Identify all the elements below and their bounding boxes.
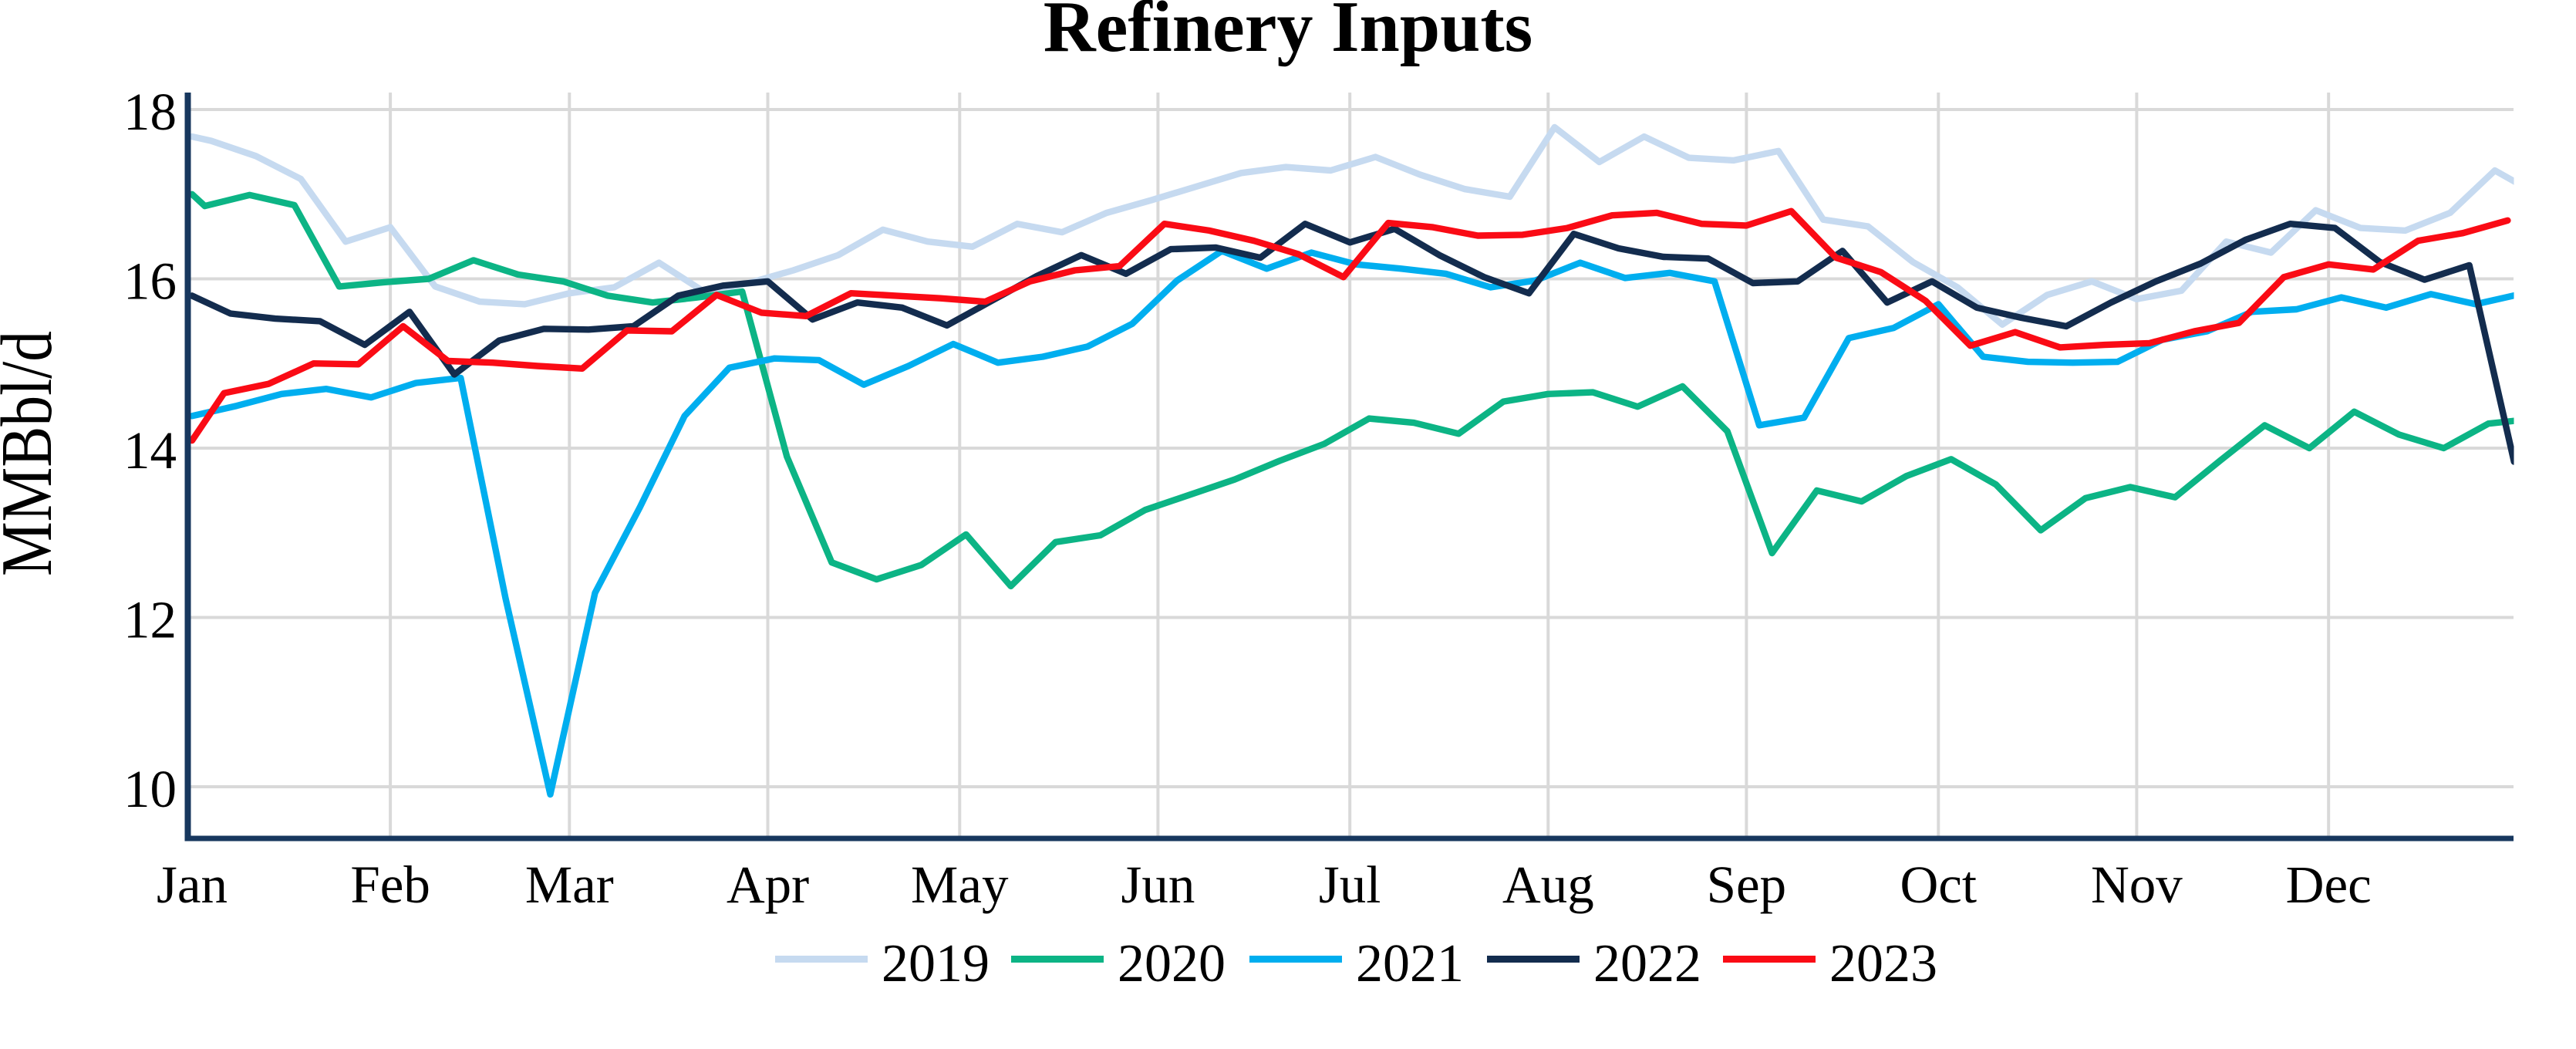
svg-text:Sep: Sep — [1707, 855, 1787, 914]
svg-text:2020: 2020 — [1118, 934, 1226, 993]
svg-text:2023: 2023 — [1829, 934, 1937, 993]
svg-text:MMBbl/d: MMBbl/d — [0, 331, 67, 576]
svg-text:Dec: Dec — [2286, 855, 2372, 914]
svg-text:Refinery Inputs: Refinery Inputs — [1044, 0, 1533, 67]
svg-text:Jan: Jan — [157, 855, 228, 914]
svg-text:Nov: Nov — [2091, 855, 2183, 914]
svg-text:18: 18 — [123, 83, 177, 141]
svg-text:16: 16 — [123, 252, 177, 311]
svg-text:Apr: Apr — [727, 855, 809, 914]
svg-text:12: 12 — [123, 591, 177, 649]
svg-text:May: May — [911, 855, 1009, 914]
svg-text:Jun: Jun — [1121, 855, 1195, 914]
svg-text:10: 10 — [123, 760, 177, 818]
svg-text:14: 14 — [123, 421, 177, 480]
svg-text:Mar: Mar — [525, 855, 614, 914]
svg-text:2019: 2019 — [882, 934, 990, 993]
svg-text:Feb: Feb — [350, 855, 430, 914]
svg-text:2022: 2022 — [1593, 934, 1701, 993]
svg-text:Jul: Jul — [1319, 855, 1381, 914]
svg-text:Oct: Oct — [1900, 855, 1977, 914]
svg-text:2021: 2021 — [1356, 934, 1464, 993]
svg-text:Aug: Aug — [1502, 855, 1594, 914]
